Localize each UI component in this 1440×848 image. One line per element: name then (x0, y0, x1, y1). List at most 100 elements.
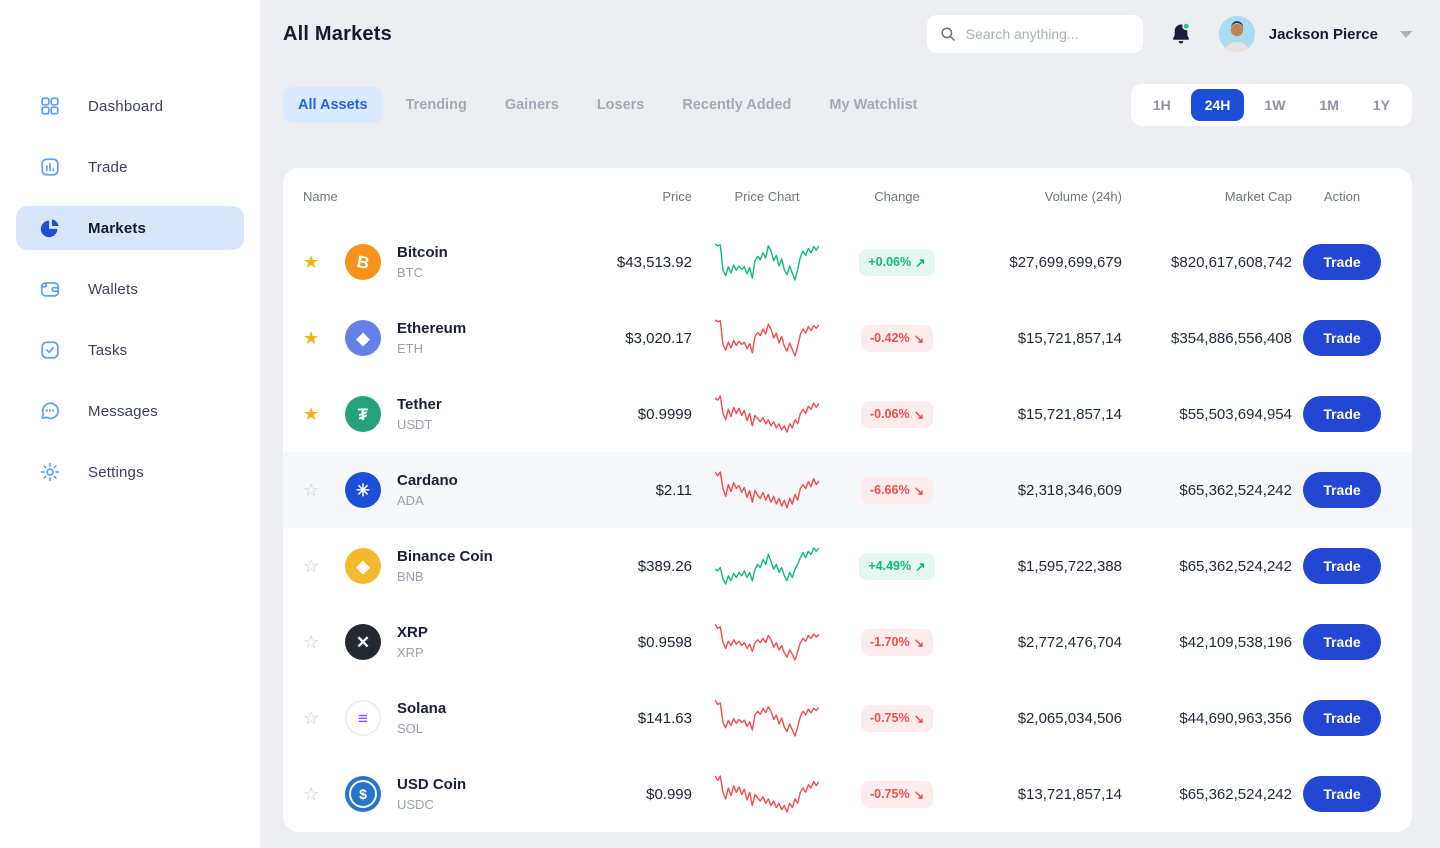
coin-glyph: ₮ (357, 404, 369, 424)
coin-price: $0.9598 (637, 633, 692, 651)
coin-name-cell: Solana SOL (397, 700, 582, 736)
favorite-star-icon[interactable]: ★ (303, 328, 320, 348)
markets-pie-icon (38, 216, 62, 240)
sidebar: Dashboard Trade Markets Wallets (0, 0, 260, 848)
table-row[interactable]: ☆ ✳ Cardano ADA $2.11 -6.66% ↘ $2,318,34… (283, 452, 1412, 528)
change-value: +4.49% (868, 559, 912, 573)
change-arrow-icon: ↘ (913, 711, 925, 726)
price-sparkline (692, 392, 842, 436)
coin-volume: $2,772,476,704 (1017, 633, 1122, 651)
favorite-star-icon[interactable]: ☆ (303, 480, 320, 500)
favorite-star-icon[interactable]: ☆ (303, 708, 320, 728)
trade-button[interactable]: Trade (1303, 396, 1381, 432)
coin-name-cell: XRP XRP (397, 624, 582, 660)
topbar: All Markets (283, 14, 1412, 54)
change-arrow-icon: ↘ (913, 483, 925, 498)
timeframe-24h[interactable]: 24H (1190, 89, 1245, 121)
favorite-star-icon[interactable]: ☆ (303, 784, 320, 804)
trade-button[interactable]: Trade (1303, 624, 1381, 660)
search-box (926, 15, 1143, 53)
change-badge: -6.66% ↘ (860, 476, 934, 504)
coin-market-cap: $65,362,524,242 (1179, 481, 1292, 499)
sidebar-item-settings[interactable]: Settings (16, 450, 244, 494)
sidebar-item-messages[interactable]: Messages (16, 389, 244, 433)
change-value: -0.06% (869, 407, 910, 421)
trade-button[interactable]: Trade (1303, 320, 1381, 356)
coin-price: $141.63 (637, 709, 692, 727)
coin-market-cap: $42,109,538,196 (1179, 633, 1292, 651)
coin-icon: $ (345, 776, 381, 812)
sidebar-item-markets[interactable]: Markets (16, 206, 244, 250)
coin-icon: ◈ (345, 548, 381, 584)
trade-button[interactable]: Trade (1303, 244, 1381, 280)
search-input[interactable] (965, 26, 1131, 42)
user-name: Jackson Pierce (1268, 25, 1378, 43)
coin-name: Tether (397, 396, 442, 413)
tab-trending[interactable]: Trending (405, 97, 467, 113)
favorite-star-icon[interactable]: ☆ (303, 632, 320, 652)
favorite-star-icon[interactable]: ★ (303, 404, 320, 424)
coin-volume: $15,721,857,14 (1017, 329, 1122, 347)
column-header-price: Price (662, 188, 692, 204)
favorite-star-icon[interactable]: ☆ (303, 556, 320, 576)
coin-name: Ethereum (397, 320, 467, 337)
coin-icon: ≡ (345, 700, 381, 736)
timeframe-1y[interactable]: 1Y (1372, 97, 1390, 113)
change-cell: -0.06% ↘ (842, 400, 952, 428)
trade-button[interactable]: Trade (1303, 776, 1381, 812)
change-cell: -0.75% ↘ (842, 780, 952, 808)
tab-all-assets[interactable]: All Assets (283, 87, 383, 123)
coin-market-cap: $44,690,963,356 (1179, 709, 1292, 727)
table-row[interactable]: ☆ ✕ XRP XRP $0.9598 -1.70% ↘ $2,772,476,… (283, 604, 1412, 680)
table-row[interactable]: ☆ $ USD Coin USDC $0.999 -0.75% ↘ $13,72… (283, 756, 1412, 832)
user-menu[interactable]: Jackson Pierce (1218, 16, 1412, 52)
trade-button[interactable]: Trade (1303, 700, 1381, 736)
sidebar-item-trade[interactable]: Trade (16, 145, 244, 189)
filter-row: All Assets Trending Gainers Losers Recen… (283, 84, 1412, 126)
table-row[interactable]: ☆ ◈ Binance Coin BNB $389.26 +4.49% ↗ $1… (283, 528, 1412, 604)
table-row[interactable]: ★ ₮ Tether USDT $0.9999 -0.06% ↘ $15,721… (283, 376, 1412, 452)
price-sparkline (692, 696, 842, 740)
trade-chart-icon (38, 155, 62, 179)
timeframe-1w[interactable]: 1W (1264, 97, 1286, 113)
timeframe-1h[interactable]: 1H (1152, 97, 1171, 113)
coin-glyph: ◆ (356, 328, 370, 348)
sidebar-item-wallets[interactable]: Wallets (16, 267, 244, 311)
asset-tabs: All Assets Trending Gainers Losers Recen… (283, 87, 933, 123)
coin-icon: ✳ (345, 472, 381, 508)
change-cell: -0.75% ↘ (842, 704, 952, 732)
price-sparkline (692, 316, 842, 360)
chevron-down-icon (1400, 30, 1412, 38)
column-header-market-cap: Market Cap (1224, 188, 1292, 204)
tab-my-watchlist[interactable]: My Watchlist (829, 97, 918, 113)
tab-losers[interactable]: Losers (596, 97, 645, 113)
column-header-action: Action (1323, 188, 1361, 204)
tab-gainers[interactable]: Gainers (504, 97, 559, 113)
change-arrow-icon: ↗ (915, 559, 926, 574)
action-cell: Trade (1292, 396, 1392, 432)
coin-name-cell: Bitcoin BTC (397, 244, 582, 280)
notifications-button[interactable] (1167, 20, 1195, 48)
price-sparkline (692, 468, 842, 512)
trade-button[interactable]: Trade (1303, 472, 1381, 508)
trade-button[interactable]: Trade (1303, 548, 1381, 584)
table-row[interactable]: ★ B Bitcoin BTC $43,513.92 +0.06% ↗ $27,… (283, 224, 1412, 300)
tab-recently-added[interactable]: Recently Added (682, 97, 792, 113)
sidebar-item-tasks[interactable]: Tasks (16, 328, 244, 372)
tasks-check-icon (38, 338, 62, 362)
table-row[interactable]: ☆ ≡ Solana SOL $141.63 -0.75% ↘ $2,065,0… (283, 680, 1412, 756)
change-badge: -0.75% ↘ (860, 704, 934, 732)
coin-glyph: ✕ (355, 632, 371, 652)
coin-volume: $27,699,699,679 (1009, 253, 1122, 271)
action-cell: Trade (1292, 548, 1392, 584)
table-body: ★ B Bitcoin BTC $43,513.92 +0.06% ↗ $27,… (283, 224, 1412, 832)
timeframe-1m[interactable]: 1M (1319, 97, 1339, 113)
favorite-star-icon[interactable]: ★ (303, 252, 320, 272)
table-row[interactable]: ★ ◆ Ethereum ETH $3,020.17 -0.42% ↘ $15,… (283, 300, 1412, 376)
sidebar-item-dashboard[interactable]: Dashboard (16, 84, 244, 128)
coin-symbol: ETH (397, 341, 423, 356)
sidebar-item-label: Wallets (88, 280, 139, 298)
coin-market-cap: $55,503,694,954 (1179, 405, 1292, 423)
settings-gear-icon (38, 460, 62, 484)
price-sparkline (692, 620, 842, 664)
